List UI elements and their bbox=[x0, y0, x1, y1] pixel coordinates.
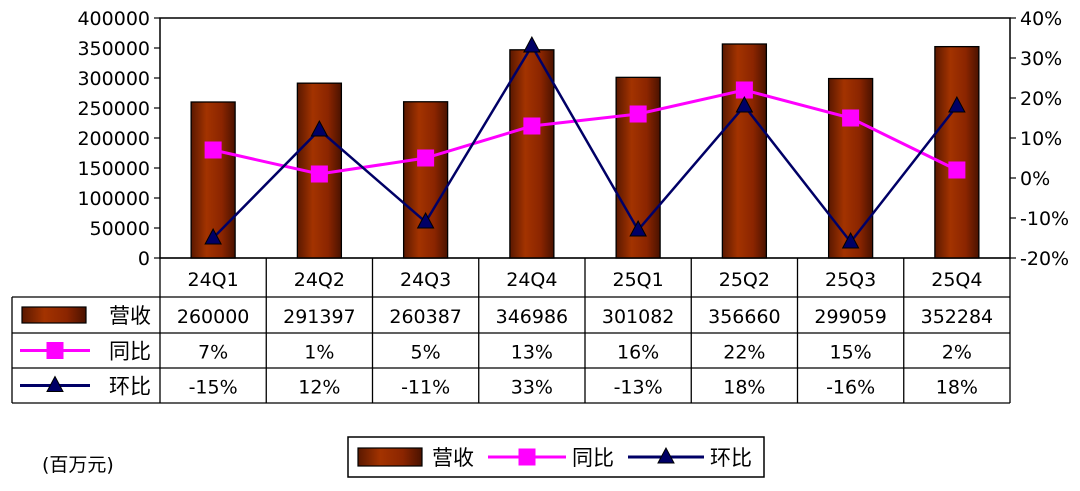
table-cell-value: 13% bbox=[511, 342, 553, 364]
table-row-name: 环比 bbox=[109, 375, 151, 399]
left-axis-tick-label: 350000 bbox=[77, 38, 150, 60]
table-cell-value: 16% bbox=[617, 342, 659, 364]
category-label-24Q3: 24Q3 bbox=[400, 269, 451, 291]
category-label-25Q1: 25Q1 bbox=[613, 269, 664, 291]
right-axis-tick-label: 10% bbox=[1020, 128, 1062, 150]
left-axis-tick-label: 150000 bbox=[77, 158, 150, 180]
category-label-24Q1: 24Q1 bbox=[188, 269, 239, 291]
right-axis-tick-label: -10% bbox=[1020, 208, 1069, 230]
left-axis-tick-label: 300000 bbox=[77, 68, 150, 90]
legend-key-bar bbox=[357, 447, 423, 467]
table-cell-value: 5% bbox=[411, 342, 441, 364]
point-yoy-24Q1 bbox=[204, 141, 222, 159]
table-cell-value: 18% bbox=[723, 377, 765, 399]
right-axis-tick-label: 20% bbox=[1020, 88, 1062, 110]
left-axis-tick-label: 100000 bbox=[77, 188, 150, 210]
table-key-bar bbox=[21, 306, 87, 324]
category-label-24Q4: 24Q4 bbox=[506, 269, 557, 291]
table-cell-value: -11% bbox=[401, 377, 450, 399]
legend-label-yoy: 同比 bbox=[572, 446, 614, 470]
table-cell-value: 299059 bbox=[814, 306, 887, 328]
table-cell-value: 15% bbox=[830, 342, 872, 364]
point-qoq-25Q3 bbox=[841, 231, 860, 249]
right-axis-tick-label: 40% bbox=[1020, 8, 1062, 30]
point-yoy-25Q3 bbox=[842, 109, 860, 127]
point-qoq-25Q4 bbox=[948, 95, 966, 113]
legend-key-triangle-marker bbox=[657, 446, 675, 464]
series-lines bbox=[204, 35, 966, 249]
table-cell-value: 12% bbox=[298, 377, 340, 399]
data-table: 24Q1 24Q2 24Q3 24Q4 25Q1 25Q2 25Q3 25Q4 营收 260000… bbox=[11, 257, 1011, 404]
table-cell-value: 356660 bbox=[708, 306, 781, 328]
point-yoy-25Q2 bbox=[735, 81, 753, 99]
table-cell-value: 291397 bbox=[283, 306, 356, 328]
point-qoq-24Q1 bbox=[204, 227, 222, 245]
category-label-25Q4: 25Q4 bbox=[931, 269, 982, 291]
table-cell-value: 260000 bbox=[177, 306, 250, 328]
point-yoy-24Q2 bbox=[310, 165, 328, 183]
table-row-name: 同比 bbox=[109, 340, 151, 364]
legend-label-revenue: 营收 bbox=[432, 446, 474, 470]
axes: 0 50000 100000 150000 200000 250000 300000 3500… bbox=[77, 8, 1069, 270]
point-qoq-25Q1 bbox=[629, 219, 647, 237]
right-axis-tick-label: -20% bbox=[1020, 248, 1069, 270]
table-cell-value: -15% bbox=[189, 377, 238, 399]
table-cell-value: 352284 bbox=[921, 306, 994, 328]
table-cell-value: 33% bbox=[511, 377, 553, 399]
table-row-name: 营收 bbox=[109, 304, 151, 328]
point-yoy-24Q3 bbox=[417, 149, 435, 167]
bar-revenue-24Q4 bbox=[509, 49, 555, 259]
point-qoq-24Q4 bbox=[523, 35, 541, 53]
left-axis-tick-label: 0 bbox=[138, 248, 150, 270]
table-key-square-marker bbox=[46, 342, 64, 359]
category-label-24Q2: 24Q2 bbox=[294, 269, 345, 291]
left-axis-tick-label: 400000 bbox=[77, 8, 150, 30]
table-cell-value: 1% bbox=[304, 342, 334, 364]
category-label-25Q2: 25Q2 bbox=[719, 269, 770, 291]
point-yoy-25Q4 bbox=[948, 161, 966, 179]
table-cell-value: 260387 bbox=[389, 306, 462, 328]
table-cell-value: 22% bbox=[723, 342, 765, 364]
left-axis-tick-label: 250000 bbox=[77, 98, 150, 120]
legend-key-square-marker bbox=[518, 448, 536, 466]
line-qoq bbox=[212, 43, 958, 245]
bar-revenue-25Q3 bbox=[827, 77, 874, 259]
point-yoy-25Q1 bbox=[629, 105, 647, 123]
line-yoy bbox=[212, 88, 958, 176]
unit-label: (百万元) bbox=[42, 454, 114, 476]
table-cell-value: -16% bbox=[826, 377, 875, 399]
table-cell-value: 346986 bbox=[496, 306, 569, 328]
table-key-triangle-marker bbox=[46, 375, 64, 392]
legend: 营收 同比 环比 bbox=[347, 436, 765, 478]
right-axis-tick-label: 30% bbox=[1020, 48, 1062, 70]
right-axis-tick-label: 0% bbox=[1020, 168, 1050, 190]
table-cell-value: 301082 bbox=[602, 306, 675, 328]
table-cell-value: -13% bbox=[614, 377, 663, 399]
bars bbox=[190, 43, 980, 259]
bar-revenue-25Q2 bbox=[721, 43, 768, 259]
table-cell-value: 7% bbox=[198, 342, 228, 364]
point-yoy-24Q4 bbox=[523, 117, 541, 135]
left-axis-tick-label: 50000 bbox=[90, 218, 150, 240]
bar-revenue-25Q4 bbox=[934, 45, 980, 259]
point-qoq-25Q2 bbox=[735, 95, 754, 113]
left-axis-tick-label: 200000 bbox=[77, 128, 150, 150]
bar-revenue-24Q3 bbox=[402, 101, 449, 259]
category-label-25Q3: 25Q3 bbox=[825, 269, 876, 291]
table-cell-value: 18% bbox=[936, 377, 978, 399]
legend-label-qoq: 环比 bbox=[710, 446, 752, 470]
point-qoq-24Q2 bbox=[310, 119, 329, 137]
table-cell-value: 2% bbox=[942, 342, 972, 364]
point-qoq-24Q3 bbox=[416, 211, 435, 229]
